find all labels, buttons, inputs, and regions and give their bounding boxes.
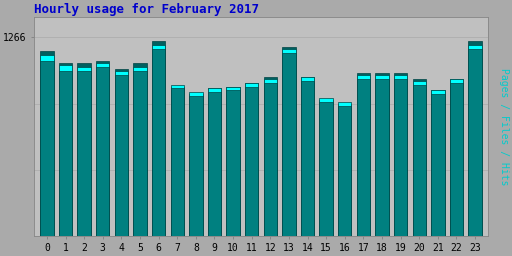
Bar xyxy=(40,55,54,236)
Bar xyxy=(189,94,203,236)
Bar xyxy=(338,102,351,236)
Bar xyxy=(301,77,314,236)
Bar xyxy=(394,74,408,236)
Bar xyxy=(208,92,221,236)
Bar xyxy=(59,71,72,236)
Bar xyxy=(170,89,184,236)
Bar xyxy=(264,82,277,236)
Bar xyxy=(357,74,370,236)
Bar xyxy=(77,71,91,236)
Bar xyxy=(338,104,351,236)
Bar xyxy=(282,49,295,236)
Bar xyxy=(115,69,128,236)
Bar xyxy=(59,63,72,236)
Bar xyxy=(245,82,259,236)
Bar xyxy=(152,45,165,236)
Bar xyxy=(115,74,128,236)
Bar xyxy=(468,41,482,236)
Bar xyxy=(357,73,370,236)
Bar xyxy=(450,82,463,236)
Text: Hourly usage for February 2017: Hourly usage for February 2017 xyxy=(34,3,259,16)
Bar xyxy=(208,89,221,236)
Bar xyxy=(152,41,165,236)
Bar xyxy=(431,90,444,236)
Bar xyxy=(226,90,240,236)
Bar xyxy=(226,87,240,236)
Bar xyxy=(413,81,426,236)
Bar xyxy=(245,82,259,236)
Bar xyxy=(170,84,184,236)
Bar xyxy=(133,71,147,236)
Bar xyxy=(375,73,389,236)
Bar xyxy=(245,87,259,236)
Bar xyxy=(133,67,147,236)
Bar xyxy=(189,92,203,236)
Bar xyxy=(77,67,91,236)
Bar xyxy=(189,97,203,236)
Bar xyxy=(375,79,389,236)
Bar xyxy=(338,106,351,236)
Bar xyxy=(468,49,482,236)
Bar xyxy=(319,102,333,236)
Bar xyxy=(96,63,110,236)
Bar xyxy=(170,87,184,236)
Bar xyxy=(301,77,314,236)
Bar xyxy=(40,51,54,236)
Bar xyxy=(226,87,240,236)
Bar xyxy=(59,65,72,236)
Bar xyxy=(96,67,110,236)
Bar xyxy=(375,74,389,236)
Bar xyxy=(394,79,408,236)
Bar xyxy=(394,73,408,236)
Bar xyxy=(133,63,147,236)
Y-axis label: Pages / Files / Hits: Pages / Files / Hits xyxy=(499,68,509,185)
Bar xyxy=(282,53,295,236)
Bar xyxy=(282,47,295,236)
Bar xyxy=(413,84,426,236)
Bar xyxy=(264,77,277,236)
Bar xyxy=(96,61,110,236)
Bar xyxy=(431,94,444,236)
Bar xyxy=(152,49,165,236)
Bar xyxy=(468,45,482,236)
Bar xyxy=(450,79,463,236)
Bar xyxy=(115,71,128,236)
Bar xyxy=(431,90,444,236)
Bar xyxy=(264,79,277,236)
Bar xyxy=(450,79,463,236)
Bar xyxy=(357,79,370,236)
Bar xyxy=(77,63,91,236)
Bar xyxy=(40,61,54,236)
Bar xyxy=(319,100,333,236)
Bar xyxy=(413,79,426,236)
Bar xyxy=(319,99,333,236)
Bar xyxy=(301,81,314,236)
Bar xyxy=(208,89,221,236)
